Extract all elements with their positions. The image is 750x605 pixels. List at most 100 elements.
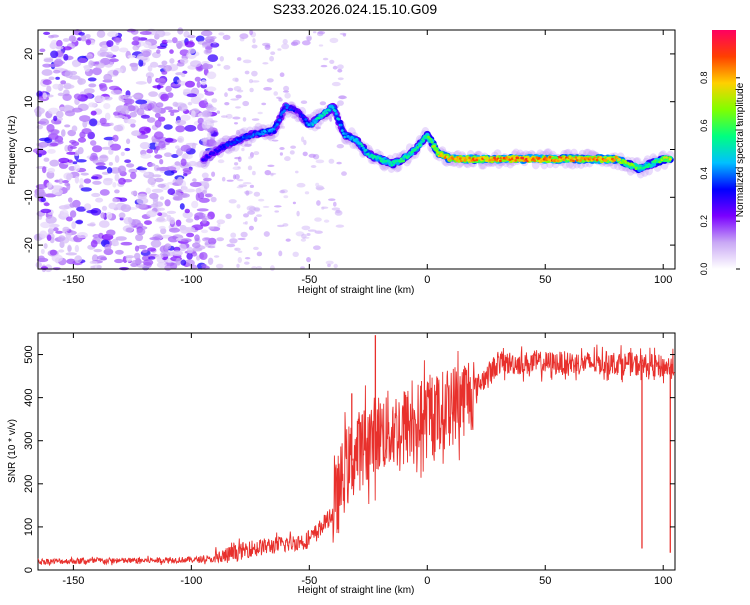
- heatmap-cell: [175, 145, 180, 149]
- heatmap-cell: [183, 173, 188, 177]
- heatmap-cell: [337, 68, 343, 73]
- heatmap-cell: [402, 159, 406, 163]
- heatmap-cell: [156, 216, 166, 222]
- heatmap-cell: [333, 263, 338, 269]
- heatmap-cell: [267, 164, 275, 167]
- heatmap-cell: [69, 210, 77, 218]
- heatmap-cell: [120, 241, 133, 246]
- heatmap-cell: [154, 112, 161, 118]
- heatmap-cell: [223, 145, 226, 149]
- heatmap-cell: [56, 110, 64, 118]
- heatmap-cell: [90, 110, 97, 116]
- heatmap-cell: [234, 156, 241, 160]
- heatmap-cell: [179, 203, 185, 210]
- heatmap-cell: [208, 243, 216, 247]
- heatmap-cell: [440, 153, 443, 156]
- heatmap-cell: [159, 159, 164, 165]
- heatmap-cell: [201, 172, 209, 179]
- heatmap-cell: [43, 31, 51, 35]
- heatmap-cell: [513, 157, 516, 160]
- heatmap-cell: [216, 237, 224, 242]
- heatmap-cell: [279, 72, 285, 77]
- heatmap-cell: [68, 197, 73, 203]
- heatmap-cell: [224, 102, 230, 106]
- heatmap-cell: [43, 58, 54, 63]
- snr-y-tick-label: 200: [23, 475, 35, 493]
- heatmap-cell: [169, 49, 174, 54]
- heatmap-cell: [51, 185, 63, 190]
- heatmap-cell: [390, 164, 394, 167]
- heatmap-cell: [225, 113, 233, 119]
- heatmap-cell: [209, 120, 218, 123]
- heatmap-cell: [44, 193, 57, 198]
- heatmap-cell: [148, 256, 156, 260]
- heatmap-cell: [219, 56, 224, 62]
- heatmap-cell: [127, 54, 136, 59]
- heatmap-cell: [270, 265, 275, 272]
- heatmap-x-tick-label: 100: [654, 274, 672, 286]
- heatmap-cell: [190, 110, 196, 118]
- heatmap-cell: [77, 137, 87, 143]
- heatmap-cell: [108, 149, 114, 155]
- snr-y-tick-label: 400: [23, 388, 35, 406]
- heatmap-cell: [93, 248, 103, 253]
- heatmap-cell: [135, 234, 144, 242]
- heatmap-cell: [466, 156, 469, 159]
- heatmap-cell: [86, 53, 93, 60]
- heatmap-cell: [103, 177, 114, 181]
- heatmap-cell: [99, 154, 109, 163]
- heatmap-cell: [235, 129, 241, 136]
- heatmap-cell: [136, 228, 146, 236]
- heatmap-cell: [242, 222, 247, 225]
- heatmap-cell: [66, 216, 73, 222]
- heatmap-cell: [433, 144, 436, 148]
- heatmap-cell: [314, 217, 322, 222]
- heatmap-cell: [66, 151, 77, 155]
- snr-y-tick-label: 0: [23, 567, 35, 573]
- heatmap-y-tick-label: 0: [23, 146, 35, 152]
- heatmap-cell: [329, 59, 335, 64]
- heatmap-cell: [38, 137, 51, 142]
- heatmap-cell: [227, 87, 234, 92]
- heatmap-cell: [325, 260, 334, 265]
- heatmap-cell: [233, 86, 242, 92]
- heatmap-cell: [158, 207, 165, 211]
- heatmap-cell: [80, 187, 93, 192]
- heatmap-cell: [113, 124, 124, 132]
- heatmap-cell: [467, 158, 470, 162]
- heatmap-cell: [60, 80, 67, 85]
- heatmap-cell: [177, 136, 185, 143]
- heatmap-cell: [217, 223, 221, 228]
- heatmap-cell: [302, 117, 305, 120]
- heatmap-cell: [39, 230, 48, 239]
- heatmap-cell: [56, 39, 63, 48]
- heatmap-cell: [279, 190, 286, 194]
- heatmap-cell: [420, 140, 423, 144]
- heatmap-cell: [273, 91, 279, 96]
- heatmap-cell: [164, 152, 172, 157]
- heatmap-cell: [316, 187, 325, 190]
- heatmap-cell: [300, 266, 305, 269]
- snr-x-tick-label: 50: [539, 575, 551, 587]
- heatmap-cell: [154, 154, 163, 159]
- heatmap-cell: [146, 117, 156, 123]
- heatmap-cell: [185, 218, 194, 223]
- heatmap-cell: [165, 85, 172, 93]
- heatmap-cell: [200, 263, 208, 267]
- heatmap-cell: [238, 140, 242, 143]
- snr-frame: [37, 332, 676, 571]
- heatmap-cell: [211, 98, 218, 103]
- heatmap-cell: [282, 38, 288, 45]
- heatmap-cell: [170, 83, 182, 87]
- heatmap-cell: [436, 151, 440, 154]
- heatmap-cell: [170, 112, 175, 116]
- heatmap-cell: [187, 48, 196, 54]
- heatmap-cell: [38, 141, 49, 148]
- heatmap-cell: [186, 232, 195, 238]
- heatmap-cell: [135, 167, 148, 171]
- heatmap-cell: [213, 41, 217, 45]
- heatmap-cell: [664, 159, 667, 162]
- heatmap-cell: [216, 219, 226, 225]
- heatmap-cell: [184, 208, 190, 214]
- heatmap-cell: [379, 159, 383, 163]
